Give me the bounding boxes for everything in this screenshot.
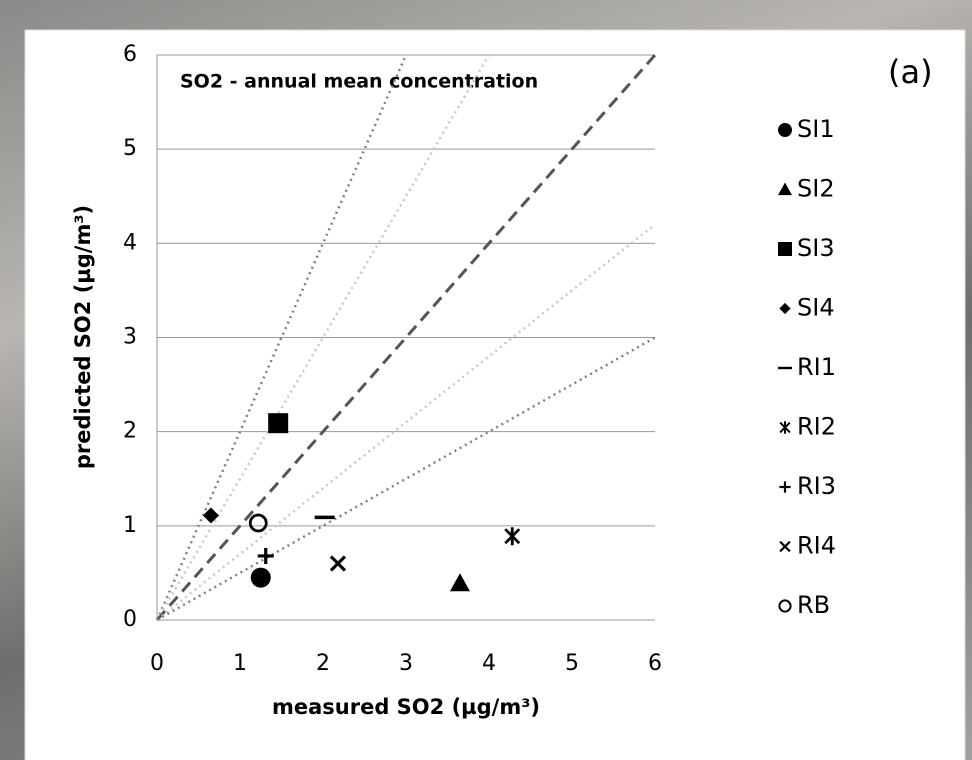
x-tick-label: 2 (316, 651, 330, 676)
marker (779, 540, 791, 553)
marker (779, 302, 791, 315)
marker (250, 567, 271, 588)
y-tick-label: 2 (123, 419, 137, 444)
legend-label: RI2 (797, 413, 836, 441)
annotation: (a) (888, 53, 933, 91)
legend-label: SI3 (797, 234, 835, 262)
legend-label: RI1 (797, 353, 836, 381)
marker (778, 599, 792, 613)
marker (504, 527, 521, 546)
y-tick-label: 1 (123, 513, 137, 538)
chart-title: SO2 - annual mean concentration (180, 71, 538, 93)
legend-label: SI1 (797, 115, 835, 143)
legend-label: RI3 (797, 472, 836, 500)
marker (257, 547, 274, 564)
legend-label: SI4 (797, 294, 835, 322)
x-axis-label: measured SO2 (µg/m³) (272, 695, 540, 719)
y-tick-label: 4 (123, 230, 137, 255)
marker (202, 507, 219, 524)
x-tick-label: 1 (233, 651, 247, 676)
marker (779, 421, 791, 434)
reference-line (155, 54, 491, 621)
reference-line (155, 54, 657, 621)
legend-label: SI2 (797, 175, 835, 203)
x-tick-label: 4 (482, 651, 496, 676)
marker (268, 413, 289, 434)
x-tick-label: 5 (565, 651, 579, 676)
legend-label: RI4 (797, 532, 836, 560)
legend-label: RB (797, 591, 830, 619)
marker (778, 182, 792, 196)
marker (778, 242, 792, 256)
marker (248, 513, 268, 533)
y-tick-label: 6 (123, 42, 137, 67)
y-tick-label: 5 (123, 136, 137, 161)
reference-line (155, 54, 408, 621)
panel (24, 29, 966, 760)
y-tick-label: 3 (123, 325, 137, 350)
x-tick-label: 0 (150, 651, 164, 676)
y-axis-label: predicted SO2 (µg/m³) (71, 205, 95, 469)
marker (778, 123, 792, 137)
marker (329, 555, 347, 572)
x-tick-label: 6 (648, 651, 662, 676)
x-tick-label: 3 (399, 651, 413, 676)
reference-line (156, 223, 656, 621)
marker (449, 573, 470, 592)
marker (779, 481, 791, 493)
y-tick-label: 0 (123, 607, 137, 632)
